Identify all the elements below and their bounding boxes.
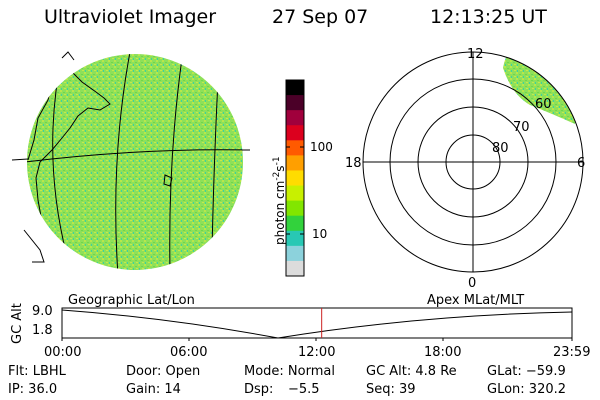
mlt-label-0: 0 xyxy=(468,276,477,291)
colorbar-segment xyxy=(286,170,304,187)
time-label: 12:13:25 UT xyxy=(430,6,547,28)
altitude-curve xyxy=(61,309,573,339)
colorbar-segment xyxy=(286,185,304,202)
lat-label-60: 60 xyxy=(535,97,552,112)
timeline-ylabel: GC Alt xyxy=(10,303,25,344)
mlt-label-12: 12 xyxy=(467,47,484,62)
earth-disk-image xyxy=(11,51,250,270)
glat-readout: GLat: −59.9 xyxy=(487,364,566,379)
unit-exp2: -1 xyxy=(272,156,282,166)
colorbar-segment xyxy=(286,110,304,126)
date-label: 27 Sep 07 xyxy=(272,6,369,28)
xtick-label: 12:00 xyxy=(298,345,336,360)
timeline-ymin: 1.8 xyxy=(32,323,53,338)
dsp-label: Dsp: xyxy=(244,382,274,397)
timeline-plot xyxy=(61,307,573,341)
colorbar-segment xyxy=(286,230,304,247)
gain-readout: Gain: 14 xyxy=(126,382,181,397)
unit-text-s: s xyxy=(273,165,287,172)
timeline-left-title: Geographic Lat/Lon xyxy=(68,293,195,308)
seq-readout: Seq: 39 xyxy=(366,382,416,397)
colorbar-segment xyxy=(286,215,304,232)
xtick-label: 00:00 xyxy=(44,345,82,360)
colorbar-tick-100: 100 xyxy=(310,140,333,154)
meridian-line xyxy=(169,57,183,270)
colorbar-segment xyxy=(286,95,304,111)
mlt-label-6: 6 xyxy=(577,156,586,171)
colorbar-segment xyxy=(286,140,304,156)
meridian-line xyxy=(115,54,131,270)
glon-readout: GLon: 320.2 xyxy=(487,382,567,397)
colorbar-segment xyxy=(286,200,304,217)
gc-alt-readout: GC Alt: 4.8 Re xyxy=(366,364,457,379)
filter-readout: Flt: LBHL xyxy=(8,364,66,379)
timeline-ymax: 9.0 xyxy=(32,304,53,319)
colorbar-segment xyxy=(286,80,304,96)
mlt-label-18: 18 xyxy=(345,156,362,171)
mode-readout: Mode: Normal xyxy=(244,364,335,379)
meridian-line xyxy=(211,79,219,251)
lat-label-70: 70 xyxy=(513,120,530,135)
xtick-label: 18:00 xyxy=(424,345,462,360)
unit-text: photon cm xyxy=(273,180,287,245)
lat-label-80: 80 xyxy=(492,141,509,156)
ip-readout: IP: 36.0 xyxy=(8,382,58,397)
colorbar-tick-10: 10 xyxy=(312,227,328,241)
colorbar-segment xyxy=(286,155,304,171)
xtick-label: 23:59 xyxy=(553,345,591,360)
instrument-title: Ultraviolet Imager xyxy=(44,6,217,28)
colorbar-segment xyxy=(286,260,304,277)
timeline-right-title: Apex MLat/MLT xyxy=(427,293,525,308)
colorbar-segment xyxy=(286,125,304,141)
unit-exp: -2 xyxy=(272,171,282,181)
latitude-line xyxy=(27,149,243,163)
colorbar-segment xyxy=(286,245,304,262)
dsp-value: −5.5 xyxy=(288,382,320,397)
xtick-label: 06:00 xyxy=(170,345,208,360)
polar-plot xyxy=(362,51,584,273)
colorbar xyxy=(286,80,304,277)
colorbar-unit-label: photon cm-2s-1 xyxy=(272,156,287,245)
auroral-oval-patch xyxy=(503,52,576,124)
door-readout: Door: Open xyxy=(126,364,201,379)
